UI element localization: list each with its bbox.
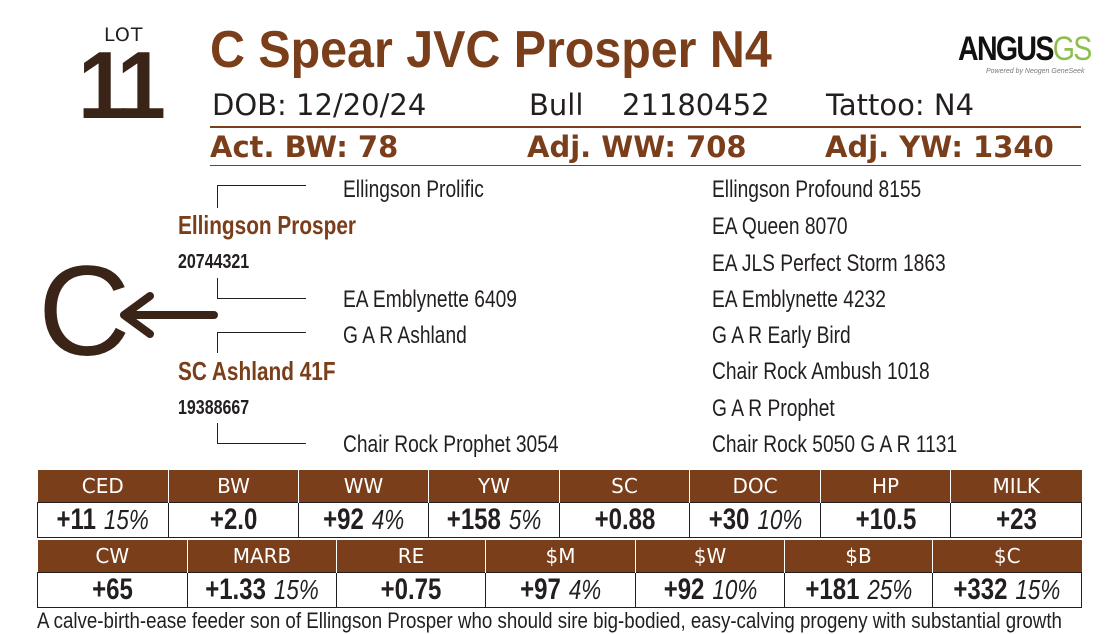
divider <box>210 126 1081 128</box>
epd-value: +92 <box>663 573 704 607</box>
lot-label: LOT <box>104 24 144 46</box>
epd-percentile: 25% <box>867 574 912 605</box>
epd-value: +23 <box>995 503 1037 537</box>
epd-value: +30 <box>708 503 749 537</box>
epd-label: $B <box>784 540 933 573</box>
registration-number: 21180452 <box>622 88 770 122</box>
great-grandparent: EA Queen 8070 <box>712 213 848 240</box>
dam-dam: Chair Rock Prophet 3054 <box>343 431 559 458</box>
epd-cell: +1.33 15% <box>187 572 337 608</box>
epd-cell: +332 15% <box>932 572 1082 608</box>
epd-label: $W <box>635 540 785 573</box>
epd-value: +158 <box>446 503 501 537</box>
epd-percentile: 5% <box>508 504 542 535</box>
epd-cell: +92 4% <box>298 502 429 538</box>
lot-description: A calve-birth-ease feeder son of Ellings… <box>37 608 1062 633</box>
epd-cell: +30 10% <box>689 502 821 538</box>
epd-cell: +97 4% <box>485 572 636 608</box>
epd-label: DOC <box>689 470 821 503</box>
epd-value: +0.88 <box>594 503 655 537</box>
brand-mark: C <box>38 240 131 383</box>
epd-percentile: 15% <box>1015 574 1061 605</box>
epd-cell: +92 10% <box>635 572 785 608</box>
epd-label: YW <box>428 470 560 503</box>
epd-percentile: 15% <box>104 504 150 535</box>
sire-registration: 20744321 <box>178 251 250 273</box>
epd-value: +181 <box>805 573 860 607</box>
dam-sire: G A R Ashland <box>343 322 467 349</box>
epd-label: $C <box>932 540 1082 573</box>
epd-value: +11 <box>56 503 97 537</box>
dam-name: SC Ashland 41F <box>178 356 336 386</box>
epd-cell: +2.0 <box>168 502 299 538</box>
epd-value: +92 <box>322 503 364 537</box>
epd-cell: +23 <box>950 502 1082 538</box>
divider <box>210 165 1081 166</box>
lot-number: 11 <box>78 32 166 139</box>
epd-cell: +11 15% <box>37 502 169 538</box>
sex: Bull <box>529 88 584 122</box>
logo-main: ANGUS <box>958 30 1054 68</box>
epd-percentile: 4% <box>568 574 602 605</box>
angus-gs-logo: ANGUSGS Powered by Neogen GeneSeek <box>958 30 1092 78</box>
epd-value: +65 <box>92 573 133 607</box>
epd-cell: +181 25% <box>784 572 933 608</box>
great-grandparent: Ellingson Profound 8155 <box>712 176 922 203</box>
sire-name: Ellingson Prosper <box>178 210 356 240</box>
epd-label: HP <box>820 470 951 503</box>
logo-tagline: Powered by Neogen GeneSeek <box>986 68 1085 75</box>
epd-percentile: 15% <box>273 574 319 605</box>
epd-cell: +0.88 <box>559 502 690 538</box>
epd-percentile: 4% <box>371 504 405 535</box>
epd-label: MARB <box>187 540 337 573</box>
adjusted-weaning-weight: Adj. WW: 708 <box>527 130 747 164</box>
epd-percentile: 10% <box>756 504 802 535</box>
animal-name: C Spear JVC Prosper N4 <box>210 21 772 79</box>
epd-cell: +10.5 <box>820 502 951 538</box>
epd-label: CW <box>37 540 188 573</box>
epd-cell: +65 <box>37 572 188 608</box>
epd-label: MILK <box>950 470 1082 503</box>
epd-label: CED <box>37 470 169 503</box>
epd-table-row1: CED BW WW YW SC DOC HP MILK +11 15% +2.0 … <box>37 470 1082 538</box>
epd-value: +332 <box>953 573 1008 607</box>
dob: DOB: 12/20/24 <box>212 88 427 122</box>
epd-label: RE <box>336 540 486 573</box>
logo-accent: GS <box>1052 30 1093 68</box>
epd-percentile: 10% <box>711 574 757 605</box>
epd-label: SC <box>559 470 690 503</box>
great-grandparent: G A R Prophet <box>712 395 835 422</box>
great-grandparent: Chair Rock Ambush 1018 <box>712 358 930 385</box>
epd-label: BW <box>168 470 299 503</box>
pedigree-line <box>217 332 306 353</box>
epd-table-row2: CW MARB RE $M $W $B $C +65 +1.33 15% +0.7… <box>37 540 1082 608</box>
epd-label: WW <box>298 470 429 503</box>
epd-value: +0.75 <box>380 573 442 607</box>
epd-label: $M <box>485 540 636 573</box>
great-grandparent: EA JLS Perfect Storm 1863 <box>712 250 946 277</box>
great-grandparent: G A R Early Bird <box>712 322 851 349</box>
dam-registration: 19388667 <box>178 397 250 419</box>
adjusted-yearling-weight: Adj. YW: 1340 <box>825 130 1054 164</box>
epd-value: +10.5 <box>855 503 916 537</box>
epd-cell: +158 5% <box>428 502 560 538</box>
epd-value: +2.0 <box>209 503 258 537</box>
epd-value: +97 <box>519 573 561 607</box>
tattoo: Tattoo: N4 <box>826 88 975 122</box>
sire-dam: EA Emblynette 6409 <box>343 286 517 313</box>
left-arrow-icon <box>120 292 218 338</box>
great-grandparent: Chair Rock 5050 G A R 1131 <box>712 431 958 458</box>
great-grandparent: EA Emblynette 4232 <box>712 286 886 313</box>
epd-cell: +0.75 <box>336 572 486 608</box>
actual-birth-weight: Act. BW: 78 <box>210 130 399 164</box>
pedigree-line <box>217 185 306 208</box>
pedigree-line <box>217 278 306 299</box>
pedigree-line <box>217 423 306 444</box>
epd-value: +1.33 <box>205 573 266 607</box>
sire-sire: Ellingson Prolific <box>343 176 484 203</box>
